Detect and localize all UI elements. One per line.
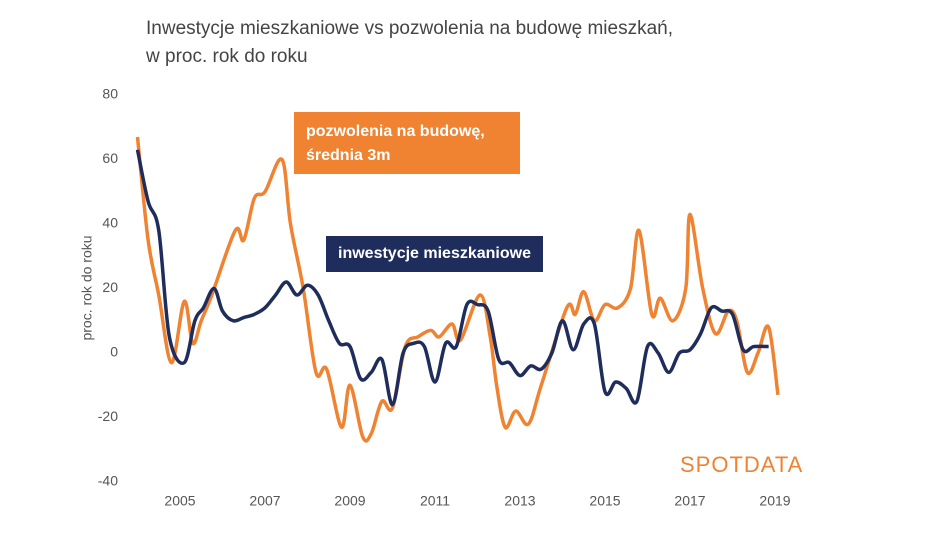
chart-title: Inwestycje mieszkaniowe vs pozwolenia na… (146, 18, 673, 39)
series-label: inwestycje mieszkaniowe (326, 236, 543, 272)
x-tick-label: 2005 (164, 493, 195, 509)
y-tick-label: -20 (98, 408, 118, 424)
y-tick-label: 0 (110, 344, 118, 360)
x-tick-label: 2011 (420, 493, 450, 509)
chart-subtitle: w proc. rok do roku (146, 46, 308, 67)
y-tick-label: -40 (98, 473, 118, 489)
x-tick-label: 2017 (674, 493, 705, 509)
x-tick-label: 2009 (334, 493, 365, 509)
series-line (135, 149, 769, 407)
series-label: pozwolenia na budowę, średnia 3m (294, 112, 520, 174)
x-tick-label: 2013 (504, 493, 535, 509)
y-tick-label: 20 (102, 279, 118, 295)
y-axis-label: proc. rok do roku (79, 235, 95, 340)
logo: SPOTDATA (680, 452, 804, 477)
series-line (135, 136, 780, 443)
x-tick-label: 2007 (249, 493, 280, 509)
y-tick-label: 80 (102, 86, 118, 102)
y-tick-label: 60 (102, 150, 118, 166)
y-tick-label: 40 (102, 215, 118, 231)
x-tick-label: 2019 (759, 493, 790, 509)
x-tick-label: 2015 (589, 493, 620, 509)
